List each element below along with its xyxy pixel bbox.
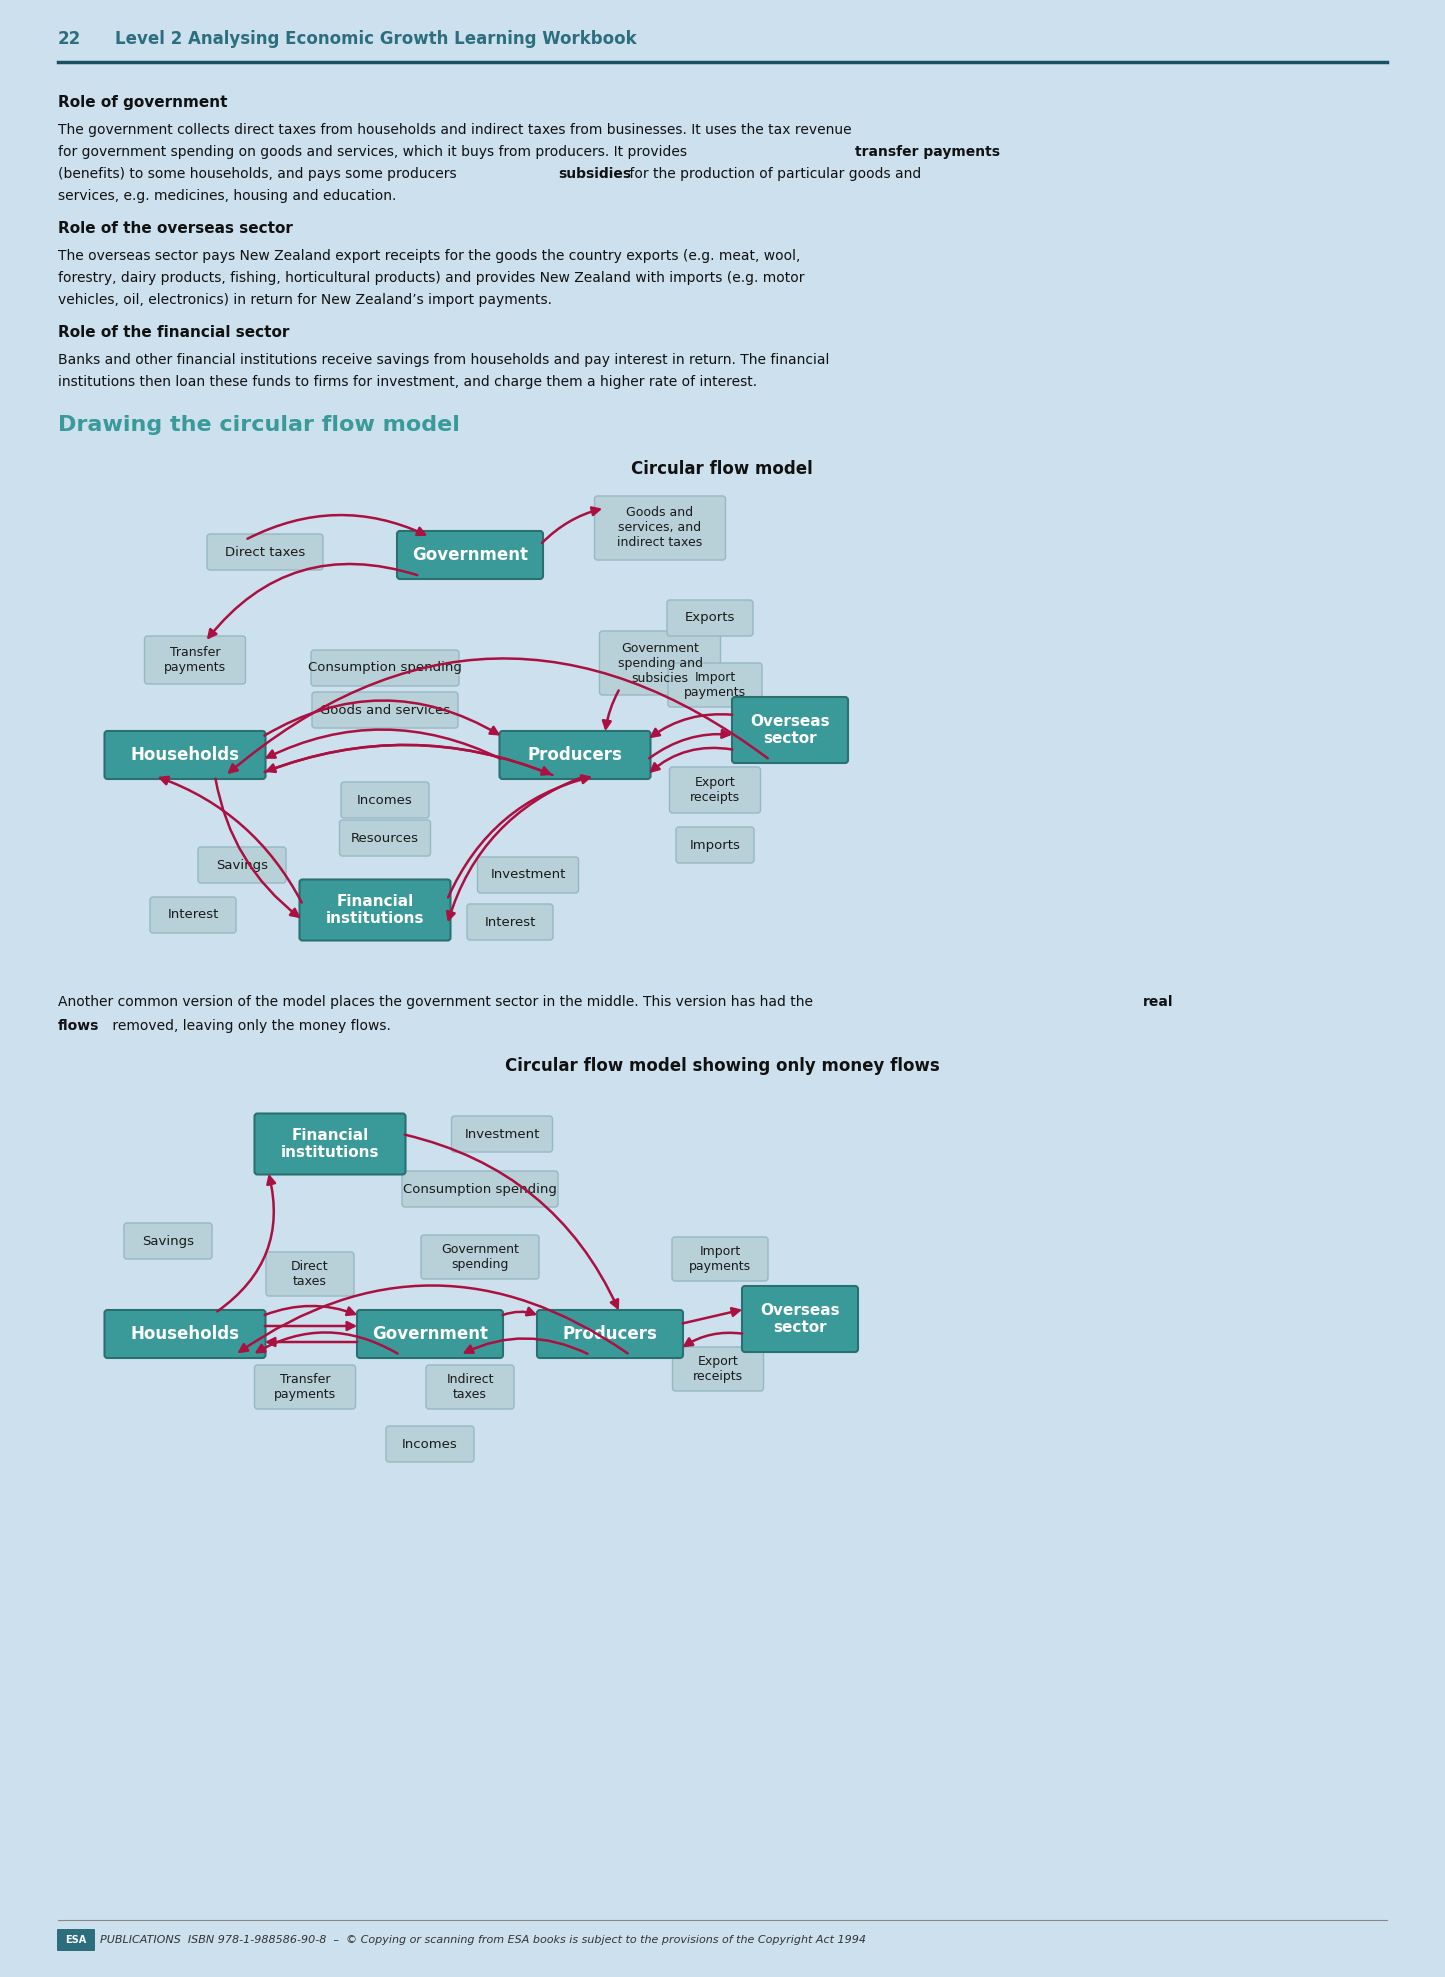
Text: Resources: Resources (351, 832, 419, 844)
FancyBboxPatch shape (254, 1364, 355, 1410)
Text: Goods and
services, and
indirect taxes: Goods and services, and indirect taxes (617, 506, 702, 550)
FancyBboxPatch shape (104, 1311, 266, 1358)
FancyBboxPatch shape (420, 1236, 539, 1279)
FancyBboxPatch shape (56, 1930, 95, 1951)
Text: Circular flow model: Circular flow model (631, 461, 814, 478)
FancyBboxPatch shape (672, 1346, 763, 1392)
Text: removed, leaving only the money flows.: removed, leaving only the money flows. (108, 1018, 392, 1034)
Text: Overseas
sector: Overseas sector (760, 1303, 840, 1334)
Text: Financial
institutions: Financial institutions (280, 1127, 379, 1160)
Text: Consumption spending: Consumption spending (308, 662, 462, 674)
Text: Financial
institutions: Financial institutions (325, 894, 425, 925)
FancyBboxPatch shape (357, 1311, 503, 1358)
Text: Government
spending: Government spending (441, 1244, 519, 1271)
FancyBboxPatch shape (198, 846, 286, 884)
Text: for government spending on goods and services, which it buys from producers. It : for government spending on goods and ser… (58, 144, 691, 158)
Text: Indirect
taxes: Indirect taxes (447, 1372, 494, 1402)
FancyBboxPatch shape (340, 820, 431, 856)
FancyBboxPatch shape (500, 731, 650, 779)
Text: Overseas
sector: Overseas sector (750, 714, 829, 745)
Text: transfer payments: transfer payments (855, 144, 1000, 158)
Text: services, e.g. medicines, housing and education.: services, e.g. medicines, housing and ed… (58, 190, 396, 204)
FancyBboxPatch shape (397, 532, 543, 579)
Text: Exports: Exports (685, 611, 736, 625)
Text: Import
payments: Import payments (683, 670, 746, 700)
Text: 22: 22 (58, 30, 81, 47)
Text: The government collects direct taxes from households and indirect taxes from bus: The government collects direct taxes fro… (58, 123, 851, 136)
FancyBboxPatch shape (299, 880, 451, 941)
Text: for the production of particular goods and: for the production of particular goods a… (626, 166, 922, 182)
FancyBboxPatch shape (207, 534, 324, 569)
Text: PUBLICATIONS  ISBN 978-1-988586-90-8  –  © Copying or scanning from ESA books is: PUBLICATIONS ISBN 978-1-988586-90-8 – © … (100, 1935, 866, 1945)
Text: Transfer
payments: Transfer payments (163, 646, 225, 674)
Text: Export
receipts: Export receipts (689, 777, 740, 805)
Text: Interest: Interest (168, 909, 218, 921)
Text: Direct
taxes: Direct taxes (292, 1259, 329, 1287)
FancyBboxPatch shape (669, 767, 760, 813)
Text: Government
spending and
subsicies: Government spending and subsicies (617, 641, 702, 684)
Text: Another common version of the model places the government sector in the middle. : Another common version of the model plac… (58, 994, 818, 1008)
Text: ESA: ESA (65, 1935, 87, 1945)
Text: Role of government: Role of government (58, 95, 227, 111)
FancyBboxPatch shape (104, 731, 266, 779)
Text: Transfer
payments: Transfer payments (275, 1372, 337, 1402)
Text: Incomes: Incomes (357, 793, 413, 807)
Text: Imports: Imports (689, 838, 740, 852)
FancyBboxPatch shape (600, 631, 721, 696)
FancyBboxPatch shape (124, 1224, 212, 1259)
Text: (benefits) to some households, and pays some producers: (benefits) to some households, and pays … (58, 166, 461, 182)
Text: Households: Households (130, 745, 240, 763)
FancyBboxPatch shape (311, 650, 460, 686)
FancyBboxPatch shape (467, 903, 553, 939)
Text: Consumption spending: Consumption spending (403, 1182, 556, 1196)
Text: The overseas sector pays New Zealand export receipts for the goods the country e: The overseas sector pays New Zealand exp… (58, 249, 801, 263)
Text: Role of the overseas sector: Role of the overseas sector (58, 221, 293, 235)
Text: Direct taxes: Direct taxes (225, 546, 305, 558)
FancyBboxPatch shape (402, 1170, 558, 1208)
Text: subsidies: subsidies (558, 166, 631, 182)
Text: Households: Households (130, 1325, 240, 1342)
Text: vehicles, oil, electronics) in return for New Zealand’s import payments.: vehicles, oil, electronics) in return fo… (58, 293, 552, 306)
Text: Investment: Investment (464, 1127, 539, 1141)
Text: Circular flow model showing only money flows: Circular flow model showing only money f… (504, 1058, 939, 1075)
FancyBboxPatch shape (254, 1113, 406, 1174)
Text: Savings: Savings (215, 858, 267, 872)
Text: real: real (1143, 994, 1173, 1008)
Text: Role of the financial sector: Role of the financial sector (58, 324, 289, 340)
FancyBboxPatch shape (144, 637, 246, 684)
Text: institutions then loan these funds to firms for investment, and charge them a hi: institutions then loan these funds to fi… (58, 376, 757, 389)
FancyBboxPatch shape (676, 826, 754, 864)
FancyBboxPatch shape (594, 496, 725, 559)
Text: Investment: Investment (490, 868, 565, 882)
Text: Level 2 Analysing Economic Growth Learning Workbook: Level 2 Analysing Economic Growth Learni… (116, 30, 637, 47)
Text: flows: flows (58, 1018, 100, 1034)
FancyBboxPatch shape (426, 1364, 514, 1410)
Text: Banks and other financial institutions receive savings from households and pay i: Banks and other financial institutions r… (58, 354, 829, 368)
FancyBboxPatch shape (386, 1425, 474, 1463)
FancyBboxPatch shape (341, 783, 429, 818)
Text: Government: Government (371, 1325, 488, 1342)
Text: Goods and services: Goods and services (319, 704, 451, 716)
FancyBboxPatch shape (538, 1311, 683, 1358)
FancyBboxPatch shape (741, 1285, 858, 1352)
Text: Interest: Interest (484, 915, 536, 929)
Text: forestry, dairy products, fishing, horticultural products) and provides New Zeal: forestry, dairy products, fishing, horti… (58, 271, 805, 285)
Text: Government: Government (412, 546, 527, 563)
FancyBboxPatch shape (733, 698, 848, 763)
Text: Producers: Producers (562, 1325, 657, 1342)
FancyBboxPatch shape (150, 898, 236, 933)
FancyBboxPatch shape (672, 1238, 767, 1281)
Text: Export
receipts: Export receipts (694, 1354, 743, 1384)
Text: Producers: Producers (527, 745, 623, 763)
FancyBboxPatch shape (668, 662, 762, 708)
FancyBboxPatch shape (477, 856, 578, 894)
FancyBboxPatch shape (668, 599, 753, 637)
Text: Drawing the circular flow model: Drawing the circular flow model (58, 415, 460, 435)
Text: Import
payments: Import payments (689, 1246, 751, 1273)
FancyBboxPatch shape (312, 692, 458, 728)
Text: Savings: Savings (142, 1234, 194, 1247)
FancyBboxPatch shape (451, 1115, 552, 1153)
FancyBboxPatch shape (266, 1251, 354, 1297)
Text: Incomes: Incomes (402, 1437, 458, 1451)
